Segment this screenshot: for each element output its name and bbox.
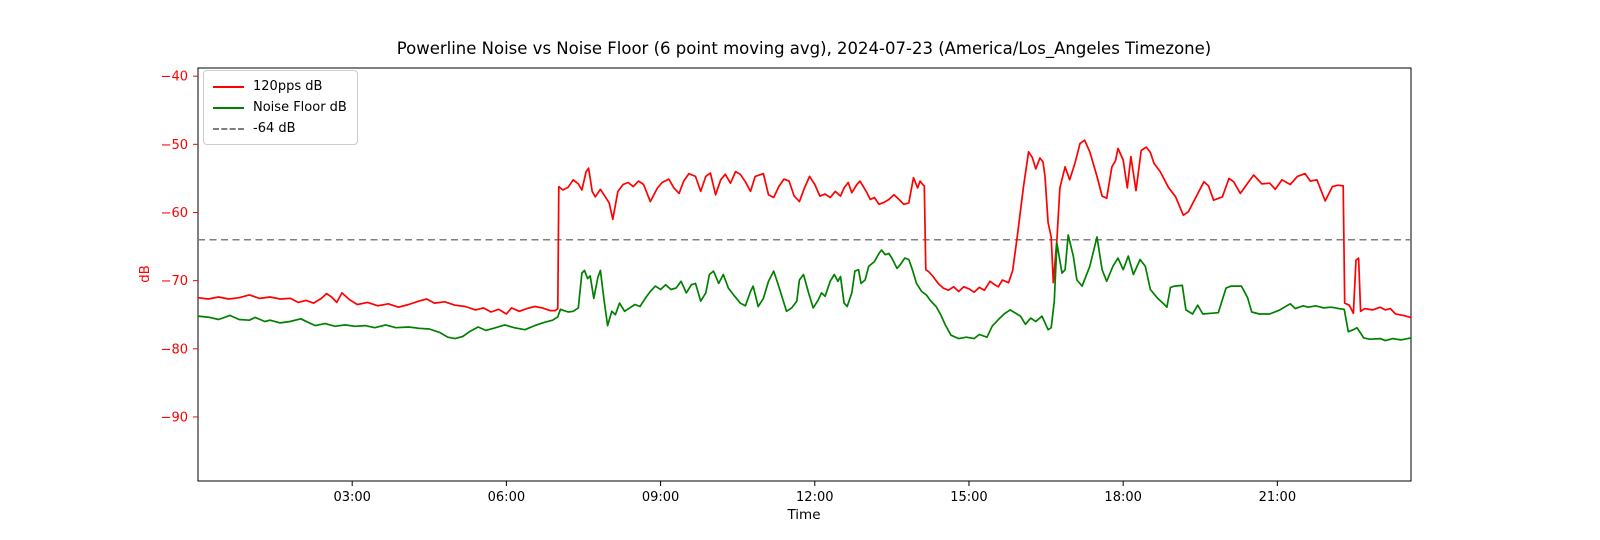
x-axis-label: Time: [786, 507, 820, 523]
dashed-line-swatch-icon: [213, 127, 244, 130]
x-tick-label: 15:00: [950, 490, 987, 505]
axes-spines: [197, 67, 1412, 482]
y-tick-label: −80: [161, 342, 188, 357]
x-tick-label: 18:00: [1104, 490, 1141, 505]
x-tick-label: 06:00: [488, 490, 525, 505]
chart-title: Powerline Noise vs Noise Floor (6 point …: [397, 39, 1211, 59]
series-line-120pps: [197, 139, 1412, 319]
y-tick-label: −50: [161, 138, 188, 153]
green-line-swatch-icon: [213, 106, 244, 109]
legend-item-120pps: 120pps dB: [213, 78, 347, 95]
x-tick-label: 21:00: [1259, 490, 1296, 505]
y-tick-label: −60: [161, 206, 188, 221]
y-tick-label: −90: [161, 410, 188, 425]
red-line-swatch-icon: [213, 85, 244, 88]
legend-label-120pps: 120pps dB: [253, 79, 323, 94]
legend-label-threshold: -64 dB: [253, 121, 296, 136]
legend-item-noise-floor: Noise Floor dB: [213, 99, 347, 116]
legend-label-noise-floor: Noise Floor dB: [253, 100, 347, 115]
y-tick-label: −70: [161, 274, 188, 289]
legend-item-threshold: -64 dB: [213, 120, 347, 137]
y-tick-label: −40: [161, 70, 188, 85]
x-tick-label: 09:00: [642, 490, 679, 505]
x-tick-label: 03:00: [333, 490, 370, 505]
legend: 120pps dB Noise Floor dB -64 dB: [203, 70, 358, 145]
series-line-noise-floor: [197, 234, 1412, 342]
x-tick-label: 12:00: [796, 490, 833, 505]
y-axis-label: dB: [137, 265, 153, 283]
